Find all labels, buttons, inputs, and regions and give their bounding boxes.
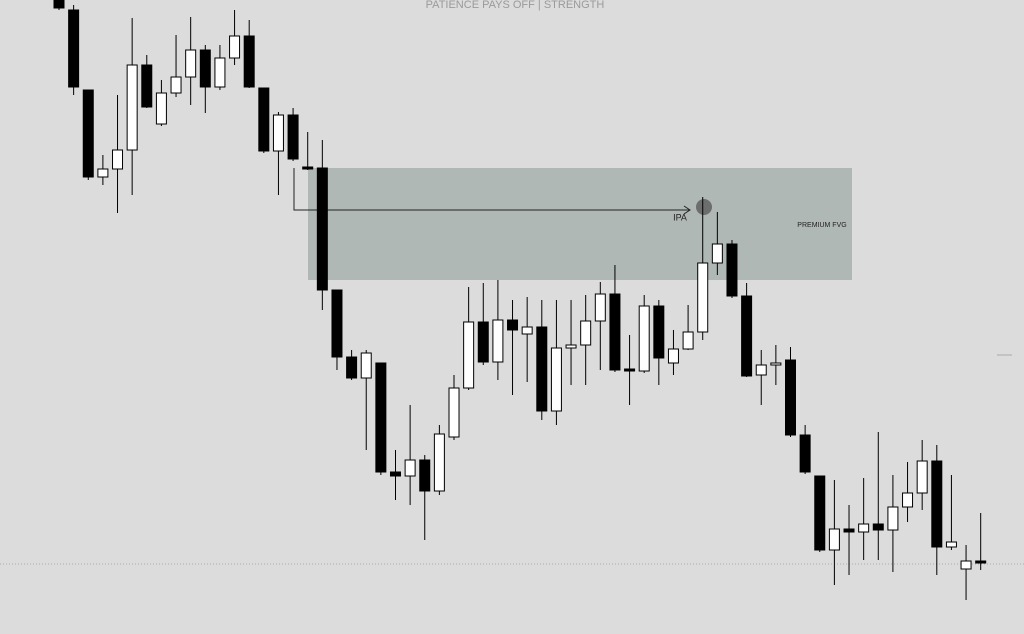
candle-body — [872, 523, 884, 531]
candle-body — [126, 64, 138, 151]
candle-body — [272, 114, 284, 152]
candle-body — [302, 166, 314, 170]
candle-body — [185, 49, 197, 78]
candle-body — [68, 9, 80, 88]
candle-body — [477, 321, 489, 363]
candle-body — [741, 295, 753, 377]
candle-body — [565, 344, 577, 349]
candle-body — [667, 348, 679, 364]
candle-body — [580, 320, 592, 346]
candle-body — [682, 331, 694, 350]
candle-body — [507, 319, 519, 331]
candle-body — [346, 356, 358, 379]
candle-body — [843, 528, 855, 533]
candle-body — [229, 35, 241, 59]
candle-body — [463, 321, 475, 389]
candle-body — [170, 76, 182, 94]
candle-body — [214, 57, 226, 88]
candle-body — [331, 289, 343, 358]
candle-body — [316, 167, 328, 291]
candle-body — [755, 364, 767, 376]
candle-body — [360, 352, 372, 379]
candle-body — [902, 492, 914, 508]
candle-body — [287, 114, 299, 160]
candle-body — [492, 319, 504, 363]
candle-body — [945, 541, 957, 548]
candle-body — [375, 362, 387, 473]
candle-body — [975, 560, 987, 564]
fvg-zone — [308, 168, 852, 280]
ipa-label: IPA — [673, 212, 687, 222]
candle-body — [550, 347, 562, 412]
candle-body — [785, 359, 796, 436]
candle-body — [887, 506, 899, 531]
candle-body — [97, 168, 109, 178]
candle-body — [419, 459, 431, 492]
candle-body — [389, 471, 401, 477]
candle-body — [448, 387, 460, 438]
candle-body — [258, 87, 270, 152]
candle-body — [814, 475, 826, 551]
candle-body — [536, 326, 548, 412]
candle-body — [858, 523, 870, 533]
candle-body — [155, 92, 167, 125]
ipa-arrow — [293, 168, 691, 215]
ipa-marker — [696, 199, 712, 215]
candle-body — [199, 49, 211, 88]
candle-body — [960, 560, 972, 570]
candle-body — [653, 305, 665, 359]
candle-body — [770, 362, 782, 366]
candle-body — [521, 326, 533, 335]
candle-body — [112, 149, 124, 170]
candle-body — [711, 243, 723, 264]
candle-body — [53, 0, 65, 9]
candle-body — [141, 64, 153, 108]
candle-body — [243, 35, 255, 88]
zone-label: PREMIUM FVG — [797, 222, 846, 229]
candle-body — [433, 433, 445, 492]
chart-title: PATIENCE PAYS OFF | STRENGTH — [426, 0, 605, 11]
candle-body — [638, 305, 650, 372]
candle-body — [594, 293, 606, 322]
candle-body — [609, 293, 621, 371]
candle-body — [828, 528, 840, 551]
candle-body — [916, 460, 928, 494]
candle-body — [624, 368, 636, 372]
candle-body — [697, 262, 709, 333]
candle-body — [931, 460, 943, 548]
candle-body — [799, 434, 811, 473]
candle-body — [404, 459, 416, 477]
candle-body — [82, 89, 94, 178]
candle-body — [726, 243, 738, 297]
